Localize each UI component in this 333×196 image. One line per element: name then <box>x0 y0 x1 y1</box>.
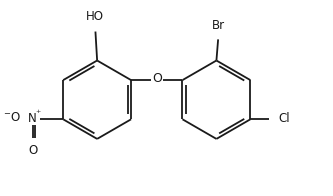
Text: $^{+}$: $^{+}$ <box>35 109 42 118</box>
Text: N: N <box>28 112 37 125</box>
Text: Br: Br <box>211 19 225 32</box>
Text: O: O <box>152 72 162 85</box>
Text: Cl: Cl <box>278 112 290 125</box>
Text: $^{-}$O: $^{-}$O <box>3 111 21 124</box>
Text: HO: HO <box>86 10 104 23</box>
Text: O: O <box>28 144 37 157</box>
